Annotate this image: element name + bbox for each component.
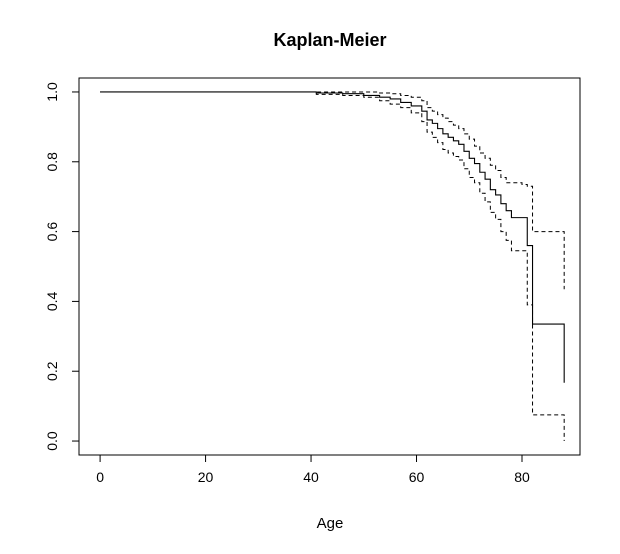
y-tick-label: 0.6 <box>44 222 60 242</box>
chart-title: Kaplan-Meier <box>273 30 386 50</box>
x-tick-label: 0 <box>96 469 104 485</box>
x-tick-label: 80 <box>514 469 530 485</box>
x-tick-label: 60 <box>409 469 425 485</box>
series-layer <box>100 91 565 442</box>
y-tick-label: 1.0 <box>44 82 60 102</box>
upper-confidence-line <box>100 91 565 290</box>
y-tick-label: 0.2 <box>44 361 60 381</box>
x-axis: 0 20 40 60 80 <box>96 455 530 485</box>
x-tick-label: 40 <box>303 469 319 485</box>
x-axis-label: Age <box>317 515 344 532</box>
y-axis: 0.0 0.2 0.4 0.6 0.8 1.0 <box>44 82 79 451</box>
x-tick-label: 20 <box>198 469 214 485</box>
y-tick-label: 0.0 <box>44 431 60 451</box>
y-tick-label: 0.4 <box>44 291 60 311</box>
lower-confidence-line <box>100 91 565 442</box>
plot-frame <box>78 77 581 456</box>
survival-curve <box>100 91 565 383</box>
y-tick-label: 0.8 <box>44 152 60 172</box>
